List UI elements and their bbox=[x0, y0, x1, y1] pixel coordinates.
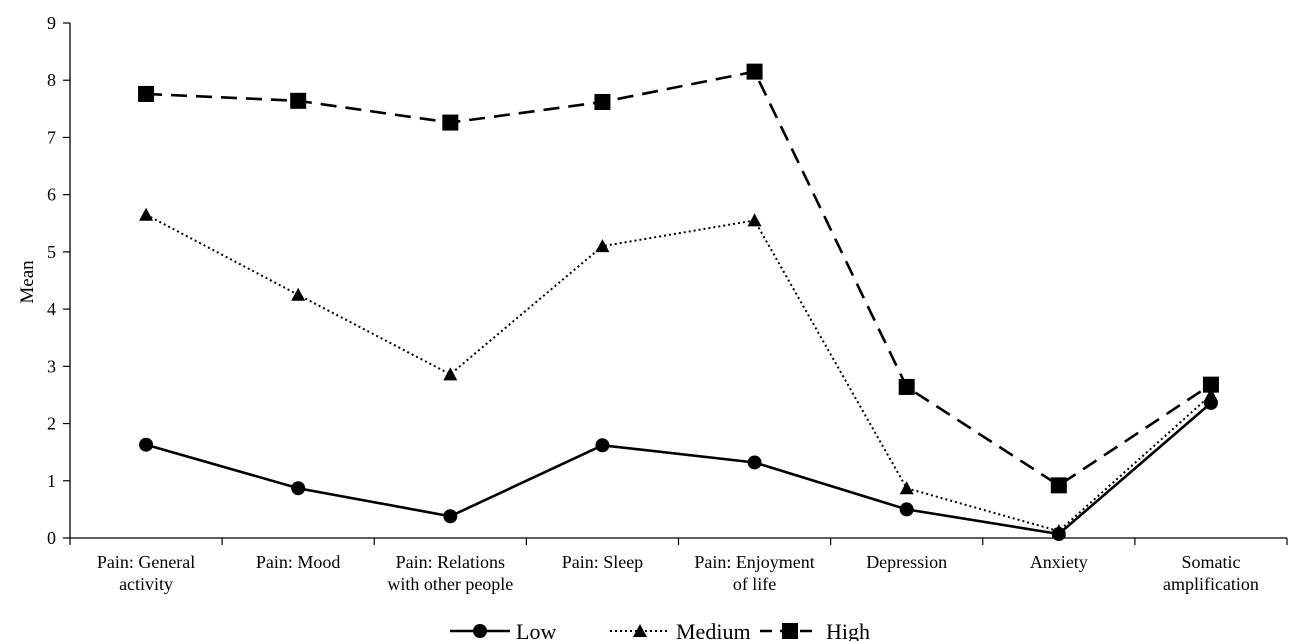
legend-marker-high bbox=[782, 623, 798, 639]
x-tick-label-line: Pain: General bbox=[97, 552, 195, 572]
x-axis-ticks: Pain: General activity Pain: Mood Pain: Rel… bbox=[69, 538, 1288, 594]
data-point-medium bbox=[443, 367, 458, 381]
x-tick-label-line: Pain: Mood bbox=[256, 552, 341, 572]
x-tick-label: Pain: General activity bbox=[97, 552, 195, 594]
y-tick-label: 3 bbox=[47, 356, 56, 376]
x-tick-label-line: Pain: Relations bbox=[396, 552, 506, 572]
y-tick-label: 6 bbox=[47, 185, 56, 205]
y-tick-label: 4 bbox=[47, 299, 56, 319]
y-tick-label: 8 bbox=[47, 70, 56, 90]
x-tick-label: Anxiety bbox=[1030, 552, 1088, 572]
data-point-medium bbox=[291, 287, 306, 301]
series-line-high bbox=[146, 70, 1212, 487]
data-point-high bbox=[138, 85, 155, 102]
x-tick-label-line: Pain: Enjoyment bbox=[694, 552, 815, 572]
data-point-low bbox=[443, 509, 458, 524]
data-point-high bbox=[594, 93, 611, 110]
x-tick-label-line: Depression bbox=[866, 552, 947, 572]
y-tick-label: 2 bbox=[47, 414, 56, 434]
x-tick-label-line: activity bbox=[119, 574, 173, 594]
legend-marker-low bbox=[473, 624, 487, 638]
data-point-high bbox=[442, 114, 459, 131]
x-tick-label-line: of life bbox=[733, 574, 776, 594]
y-tick-label: 5 bbox=[47, 242, 56, 262]
series-line-medium bbox=[145, 213, 1212, 533]
y-axis-title: Mean bbox=[17, 260, 38, 304]
y-tick-label: 0 bbox=[47, 528, 56, 548]
x-tick-label: Pain: Enjoyment of life bbox=[694, 552, 815, 594]
data-point-low bbox=[139, 437, 154, 452]
data-point-high bbox=[746, 63, 763, 80]
x-tick-label: Depression bbox=[866, 552, 947, 572]
data-point-low bbox=[595, 438, 610, 453]
x-tick-label-line: Pain: Sleep bbox=[562, 552, 644, 572]
data-point-medium bbox=[899, 481, 914, 495]
data-point-high bbox=[898, 378, 915, 395]
data-point-medium bbox=[1203, 387, 1218, 401]
x-tick-label: Somatic amplification bbox=[1163, 552, 1259, 594]
data-point-medium bbox=[747, 213, 762, 227]
data-point-medium bbox=[1051, 524, 1066, 538]
y-axis-ticks: 0 1 2 3 4 5 6 7 8 9 bbox=[47, 13, 70, 548]
legend-label-medium: Medium bbox=[676, 619, 751, 641]
axes bbox=[69, 23, 1287, 539]
y-tick-label: 7 bbox=[47, 127, 56, 147]
data-point-low bbox=[747, 455, 762, 470]
series-lines bbox=[145, 70, 1212, 536]
legend-label-low: Low bbox=[516, 619, 556, 641]
data-point-low bbox=[899, 502, 914, 517]
data-point-high bbox=[1050, 477, 1067, 494]
data-point-high bbox=[290, 92, 307, 109]
x-tick-label-line: with other people bbox=[387, 574, 513, 594]
x-tick-label: Pain: Relations with other people bbox=[387, 552, 513, 594]
x-tick-label: Pain: Sleep bbox=[562, 552, 644, 572]
x-tick-label-line: Somatic bbox=[1181, 552, 1240, 572]
data-point-medium bbox=[595, 239, 610, 253]
x-tick-label-line: amplification bbox=[1163, 574, 1259, 594]
legend-label-high: High bbox=[826, 619, 870, 641]
legend-marker-medium bbox=[633, 624, 647, 637]
data-point-medium bbox=[139, 207, 154, 221]
y-tick-label: 9 bbox=[47, 13, 56, 33]
data-point-high bbox=[1202, 376, 1219, 393]
legend: Low Medium High bbox=[450, 619, 870, 641]
series-markers bbox=[138, 63, 1219, 541]
x-tick-label: Pain: Mood bbox=[256, 552, 341, 572]
y-tick-label: 1 bbox=[47, 471, 56, 491]
x-tick-label-line: Anxiety bbox=[1030, 552, 1088, 572]
data-point-low bbox=[291, 481, 306, 496]
series-line-low bbox=[145, 401, 1212, 536]
